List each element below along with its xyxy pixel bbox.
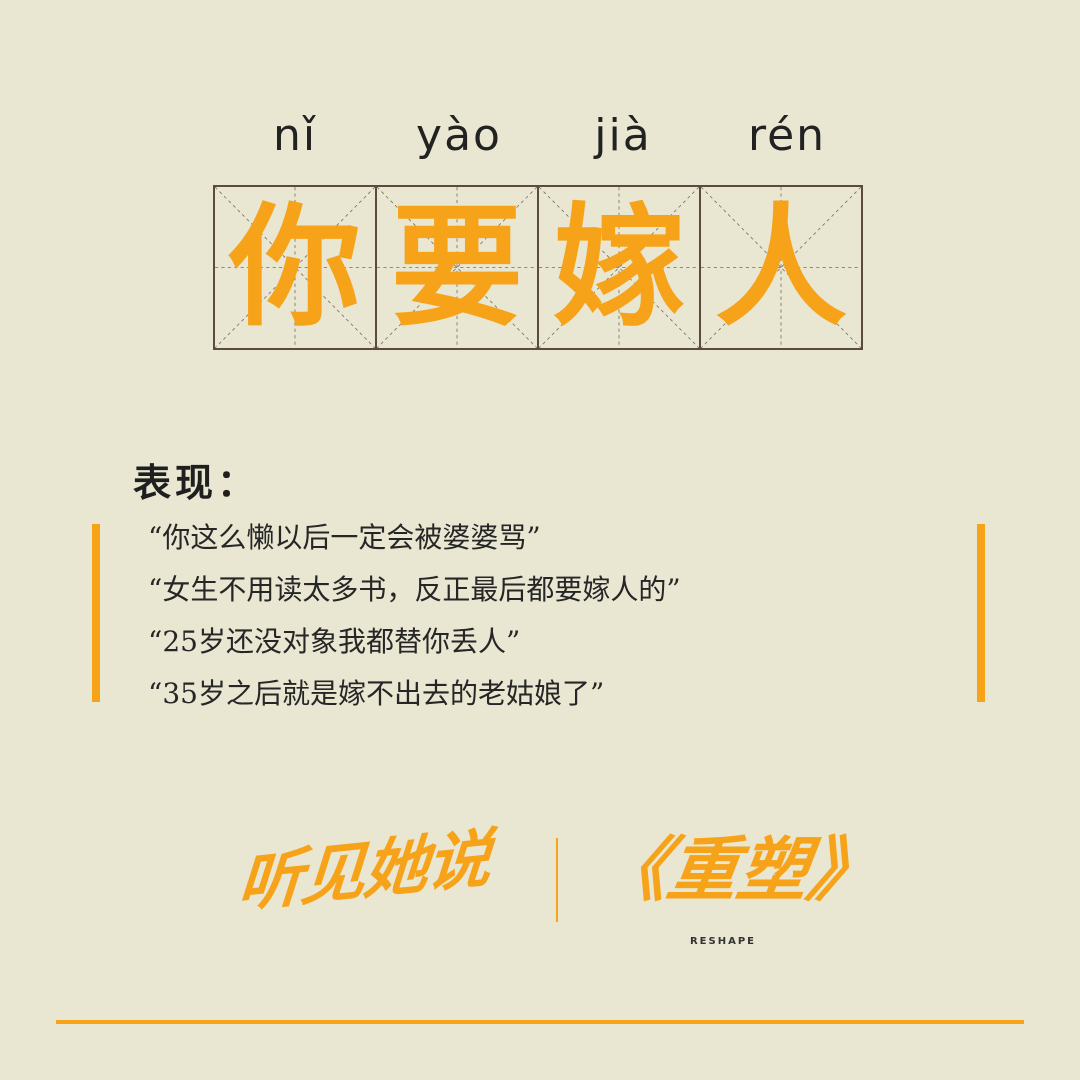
- pinyin-3: jià: [594, 110, 652, 161]
- grid-cell-3: 嫁: [537, 185, 701, 350]
- grid-guides: [539, 187, 699, 348]
- right-accent-bar: [977, 524, 985, 702]
- quote-item: “25岁还没对象我都替你丢人”: [148, 625, 521, 658]
- character-grid: 你 要 嫁 人: [213, 185, 869, 350]
- grid-guides: [215, 187, 375, 348]
- logo-left-text: 听见她说: [235, 822, 492, 922]
- logo-tingjian-tashuo: 听见她说: [235, 822, 538, 940]
- character-4: 人: [715, 189, 847, 345]
- pinyin-1: nǐ: [272, 110, 318, 161]
- character-3: 嫁: [553, 189, 685, 345]
- logo-divider: [556, 838, 558, 922]
- pinyin-4: rén: [747, 110, 827, 161]
- logo-right-subtitle: RESHAPE: [689, 936, 756, 947]
- quote-item: “35岁之后就是嫁不出去的老姑娘了”: [148, 677, 605, 710]
- pinyin-2: yào: [416, 110, 502, 161]
- quote-item: “女生不用读太多书，反正最后都要嫁人的”: [148, 573, 681, 606]
- grid-guides: [377, 187, 537, 348]
- pinyin-row: nǐ yào jià rén: [0, 110, 1080, 170]
- quote-item: “你这么懒以后一定会被婆婆骂”: [148, 521, 541, 554]
- grid-cell-1: 你: [213, 185, 377, 350]
- bottom-rule: [56, 1020, 1024, 1024]
- grid-cell-4: 人: [699, 185, 863, 350]
- left-accent-bar: [92, 524, 100, 702]
- character-2: 要: [391, 189, 523, 345]
- logo-right-text: 《重塑》: [592, 829, 884, 911]
- grid-cell-2: 要: [375, 185, 539, 350]
- section-title: 表现：: [133, 461, 260, 505]
- quote-list: “你这么懒以后一定会被婆婆骂” “女生不用读太多书，反正最后都要嫁人的” “25…: [148, 512, 948, 720]
- logo-reshape: 《重塑》 RESHAPE: [592, 810, 884, 960]
- character-1: 你: [229, 189, 361, 345]
- grid-guides: [701, 187, 861, 348]
